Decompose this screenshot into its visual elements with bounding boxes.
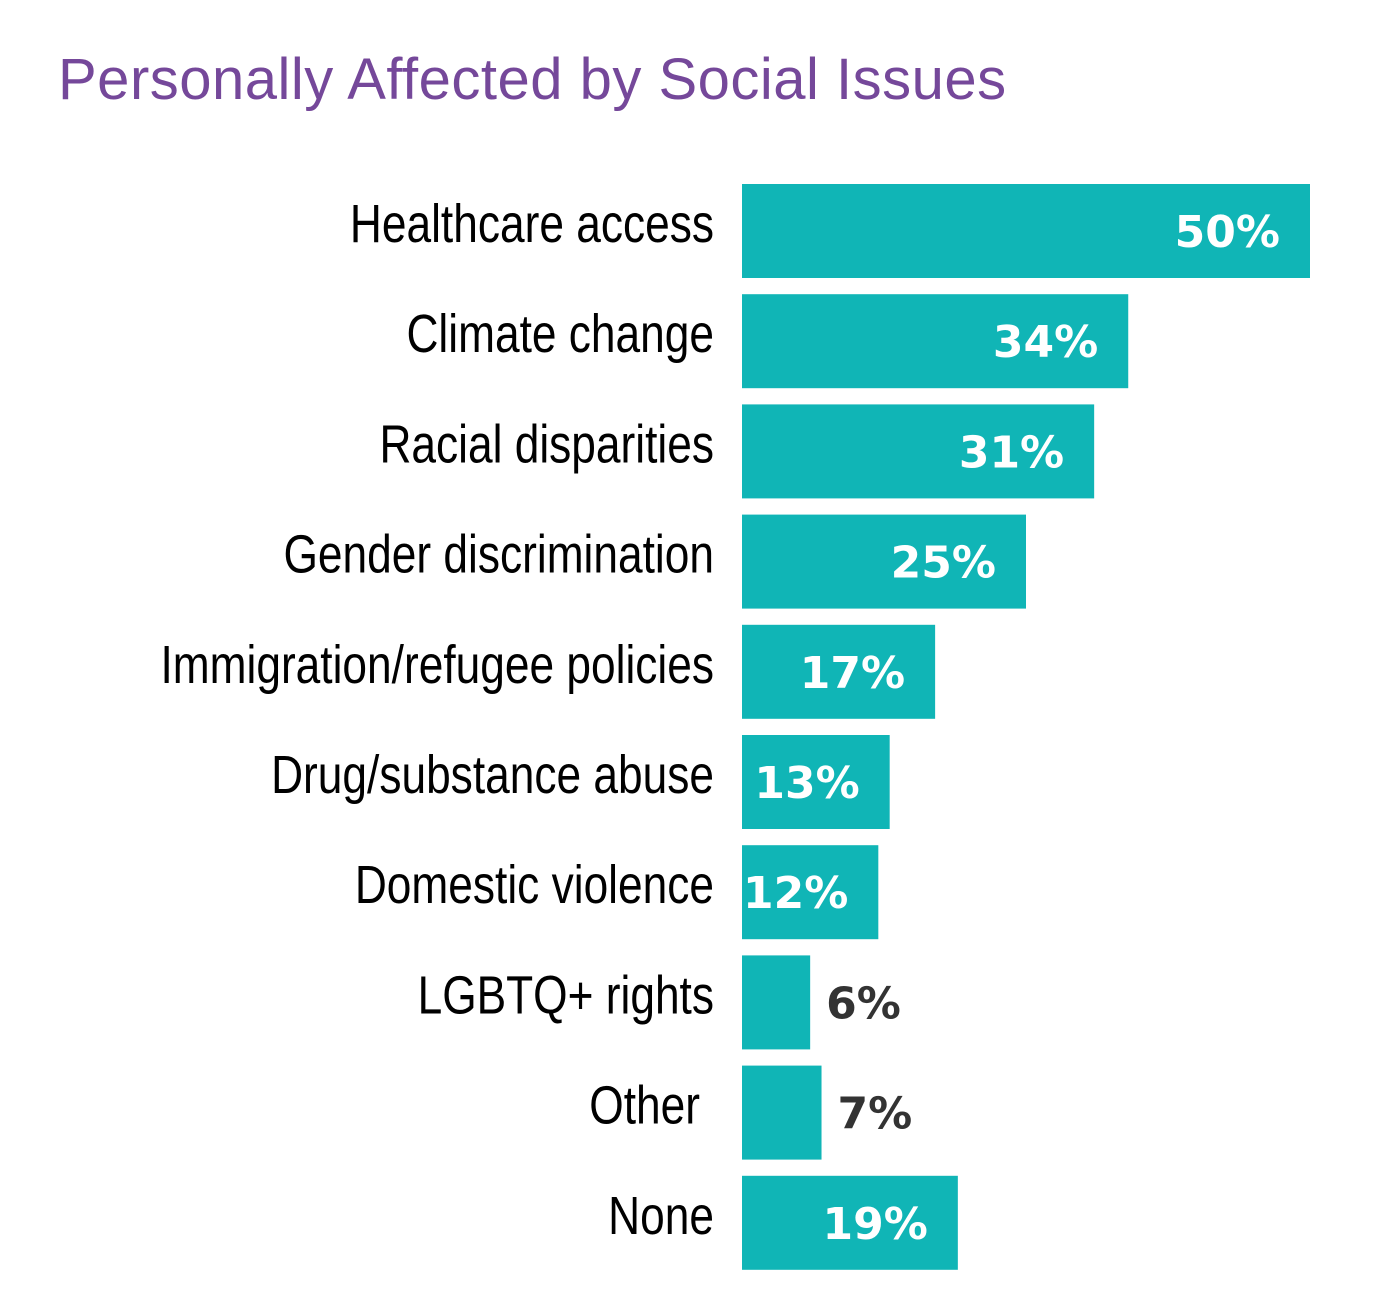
bar-4 bbox=[742, 624, 936, 719]
category-label: Climate change bbox=[406, 304, 714, 364]
bar-3 bbox=[742, 514, 1026, 609]
value-label: 13% bbox=[754, 758, 859, 809]
value-label: 50% bbox=[1175, 207, 1280, 258]
value-label: 34% bbox=[993, 317, 1098, 368]
value-label: 7% bbox=[838, 1089, 913, 1140]
category-label: Domestic violence bbox=[355, 855, 714, 915]
bar-6 bbox=[742, 845, 879, 940]
value-label: 31% bbox=[959, 427, 1064, 478]
category-label: Other bbox=[589, 1075, 700, 1135]
bar-8 bbox=[742, 1065, 822, 1160]
category-label: Healthcare access bbox=[350, 194, 714, 254]
category-label: None bbox=[608, 1186, 714, 1246]
bar-9 bbox=[742, 1175, 958, 1270]
chart-title: Personally Affected by Social Issues bbox=[58, 47, 1007, 112]
bar-1 bbox=[742, 294, 1129, 389]
category-label: Racial disparities bbox=[379, 414, 714, 474]
value-label: 17% bbox=[800, 648, 905, 699]
value-label: 6% bbox=[826, 978, 901, 1029]
category-label: Drug/substance abuse bbox=[271, 745, 714, 805]
value-label: 12% bbox=[743, 868, 848, 919]
category-label: Immigration/refugee policies bbox=[160, 635, 714, 695]
bar-0 bbox=[742, 184, 1310, 278]
category-label: LGBTQ+ rights bbox=[418, 965, 714, 1025]
value-label: 19% bbox=[823, 1199, 928, 1250]
bar-7 bbox=[742, 955, 811, 1050]
value-label: 25% bbox=[891, 538, 996, 589]
bar-2 bbox=[742, 404, 1095, 499]
category-label: Gender discrimination bbox=[283, 524, 714, 584]
bar-5 bbox=[742, 735, 890, 829]
